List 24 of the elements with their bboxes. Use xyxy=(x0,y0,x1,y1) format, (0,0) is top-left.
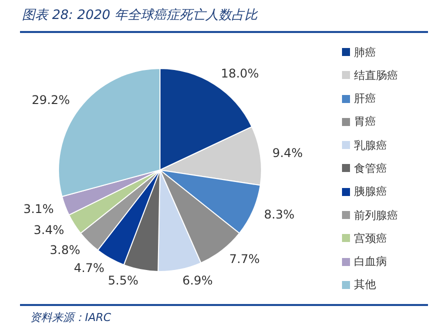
data-label: 4.7% xyxy=(74,261,104,276)
legend-label: 肝癌 xyxy=(354,91,376,106)
data-label: 18.0% xyxy=(220,66,259,80)
data-label: 6.9% xyxy=(182,273,213,288)
chart-title: 图表 28: 2020 年全球癌症死亡人数占比 xyxy=(22,7,258,24)
legend-label: 宫颈癌 xyxy=(354,230,387,246)
legend-label: 胃癌 xyxy=(354,114,376,130)
data-label: 3.8% xyxy=(50,242,80,257)
legend-label: 其他 xyxy=(354,277,376,292)
legend-label: 乳腺癌 xyxy=(354,138,387,153)
legend-label: 胰腺癌 xyxy=(354,184,387,200)
text: 资料来源：IARC xyxy=(30,310,112,325)
data-label: 5.5% xyxy=(108,274,138,288)
data-label: 8.3% xyxy=(264,208,295,222)
legend-label: 结直肠癌 xyxy=(354,68,398,83)
legend-label: 食管癌 xyxy=(354,160,387,176)
legend-label: 白血病 xyxy=(354,254,387,270)
legend-label: 前列腺癌 xyxy=(354,208,398,223)
data-label: 9.4% xyxy=(272,146,303,160)
data-label: 3.1% xyxy=(23,202,54,216)
legend-label: 肺癌 xyxy=(354,44,376,60)
data-label: 3.4% xyxy=(34,222,64,237)
data-label: 29.2% xyxy=(32,93,70,108)
data-label: 7.7% xyxy=(229,252,260,266)
